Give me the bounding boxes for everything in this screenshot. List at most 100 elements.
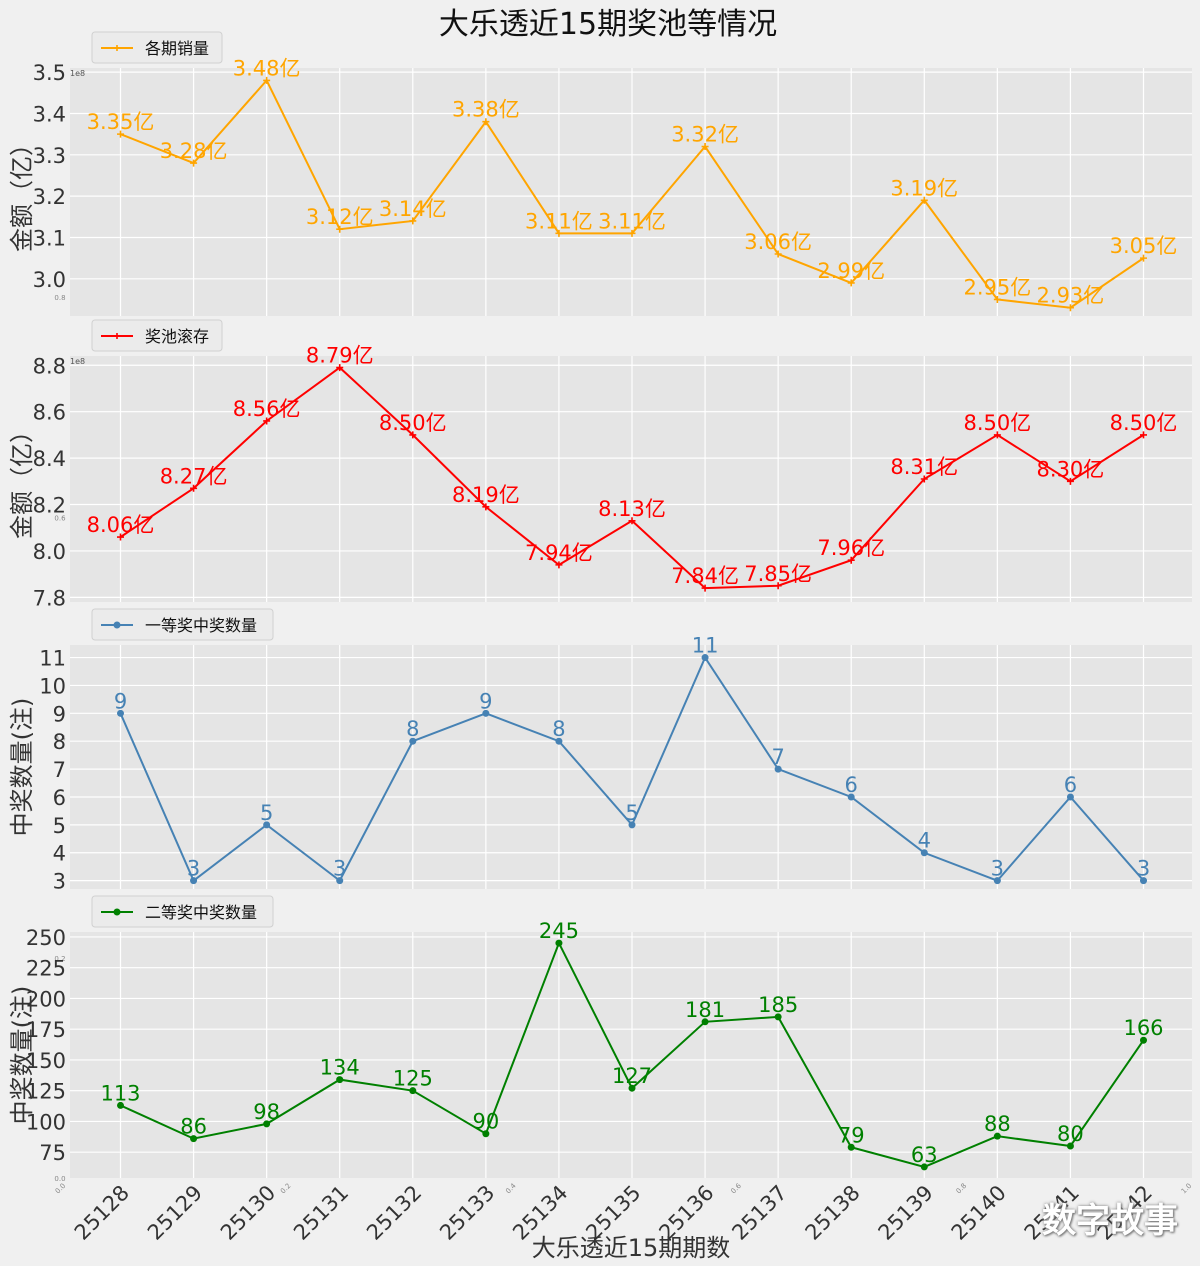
data-label: 63 <box>911 1143 938 1167</box>
data-point <box>190 877 198 885</box>
data-label: 2.99亿 <box>817 259 885 283</box>
y-tick-label: 9 <box>53 702 66 726</box>
data-label: 6 <box>1064 773 1077 797</box>
data-point <box>409 431 417 439</box>
data-point <box>555 229 563 237</box>
data-label: 7.94亿 <box>525 541 593 565</box>
y-tick-label: 3.0 <box>33 268 66 292</box>
data-label: 3.28亿 <box>160 139 228 163</box>
data-label: 8.56亿 <box>233 397 301 421</box>
data-point <box>920 475 928 483</box>
data-point <box>336 1076 344 1084</box>
data-point <box>117 709 124 717</box>
background-y-tick: 0.6 <box>54 514 66 522</box>
data-label: 4 <box>918 829 931 853</box>
background-x-tick: 1.0 <box>1180 1182 1194 1196</box>
legend-label: 各期销量 <box>145 39 209 58</box>
data-label: 8 <box>552 717 565 741</box>
data-label: 7.85亿 <box>744 562 812 586</box>
data-point <box>555 939 563 947</box>
data-point <box>847 556 855 564</box>
y-axis-label: 中奖数量(注) <box>8 698 36 837</box>
y-tick-label: 3 <box>53 870 66 894</box>
data-point <box>555 561 563 569</box>
data-label: 6 <box>845 773 858 797</box>
data-point <box>482 503 490 511</box>
data-label: 3.12亿 <box>306 205 374 229</box>
data-point <box>1066 477 1074 485</box>
x-tick-label: 25138 <box>801 1181 865 1245</box>
y-tick-label: 150 <box>26 1049 66 1073</box>
data-label: 3.48亿 <box>233 56 301 80</box>
data-point <box>409 1087 417 1095</box>
y-tick-label: 10 <box>39 674 66 698</box>
data-point <box>263 821 271 829</box>
data-label: 3.14亿 <box>379 197 447 221</box>
data-label: 127 <box>612 1064 652 1088</box>
y-tick-label: 3.1 <box>33 226 66 250</box>
y-tick-label: 8 <box>53 730 66 754</box>
background-y-tick: 0.8 <box>54 294 65 302</box>
data-label: 3.35亿 <box>87 110 155 134</box>
watermark: 数字故事 <box>1042 1201 1178 1241</box>
data-point <box>628 229 636 237</box>
data-label: 134 <box>320 1056 360 1080</box>
data-label: 86 <box>180 1115 207 1139</box>
data-label: 8.27亿 <box>160 464 228 488</box>
data-point <box>701 1018 709 1026</box>
data-label: 3 <box>333 857 346 881</box>
data-point <box>1066 793 1074 801</box>
panel-background <box>70 356 1192 602</box>
y-tick-label: 7 <box>53 758 66 782</box>
data-label: 7.96亿 <box>817 536 885 560</box>
x-tick-label: 25129 <box>143 1181 207 1245</box>
data-point <box>701 143 709 151</box>
y-tick-label: 11 <box>39 647 66 671</box>
data-label: 9 <box>114 689 127 713</box>
data-label: 7.84亿 <box>671 564 739 588</box>
y-tick-label: 3.5 <box>33 61 66 85</box>
data-label: 79 <box>838 1123 865 1147</box>
data-label: 8.19亿 <box>452 483 520 507</box>
data-label: 5 <box>625 801 638 825</box>
data-point <box>190 159 198 167</box>
data-point <box>482 1130 490 1138</box>
data-label: 3.11亿 <box>598 209 666 233</box>
data-point <box>920 849 928 857</box>
legend-swatch-marker <box>114 333 120 339</box>
y-tick-label: 5 <box>53 814 66 838</box>
data-point <box>409 737 417 745</box>
data-point <box>993 877 1001 885</box>
background-y-tick: 0.0 <box>54 1175 65 1183</box>
data-point <box>993 1132 1001 1140</box>
data-label: 3 <box>991 857 1004 881</box>
data-point <box>1140 877 1147 885</box>
data-label: 80 <box>1057 1122 1084 1146</box>
data-point <box>1066 1142 1074 1150</box>
legend-label: 奖池滚存 <box>145 327 209 346</box>
y-tick-label: 3.3 <box>33 144 66 168</box>
data-point <box>190 1135 198 1143</box>
data-label: 8.31亿 <box>890 455 958 479</box>
x-tick-label: 25132 <box>362 1181 426 1245</box>
data-label: 3 <box>1137 857 1150 881</box>
chart-title: 大乐透近15期奖池等情况 <box>439 7 777 42</box>
data-point <box>263 1120 271 1128</box>
x-axis-label: 大乐透近15期期数 <box>532 1234 731 1262</box>
x-tick-label: 25128 <box>70 1181 134 1245</box>
background-y-tick: 0.4 <box>54 735 66 743</box>
data-label: 11 <box>692 634 719 658</box>
data-point <box>701 584 709 592</box>
x-tick-label: 25130 <box>216 1181 280 1245</box>
background-x-tick: 0.0 <box>54 1182 68 1196</box>
data-point <box>774 582 782 590</box>
background-x-tick: 0.2 <box>279 1182 293 1196</box>
data-label: 90 <box>472 1110 499 1134</box>
data-label: 98 <box>253 1100 280 1124</box>
data-point <box>117 533 124 541</box>
y-tick-label: 8.0 <box>33 540 66 564</box>
data-label: 166 <box>1123 1016 1163 1040</box>
data-label: 8.79亿 <box>306 344 374 368</box>
y-tick-label: 8.8 <box>33 354 66 378</box>
data-point <box>336 364 344 372</box>
